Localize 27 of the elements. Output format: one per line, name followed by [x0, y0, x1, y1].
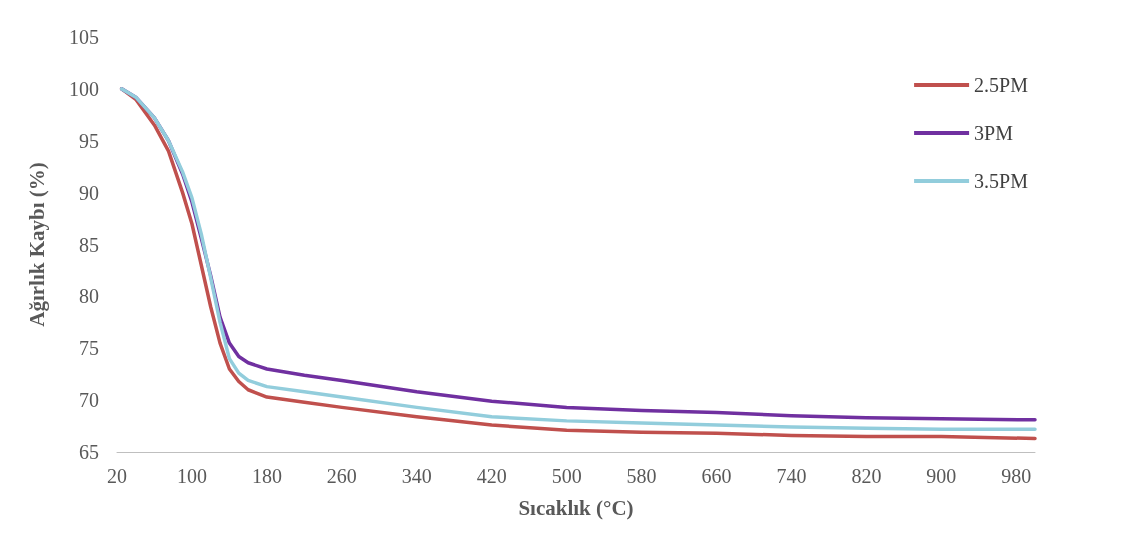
- y-tick-label: 90: [79, 181, 99, 204]
- x-tick-label: 420: [476, 465, 507, 487]
- x-tick-label: 100: [176, 465, 207, 487]
- y-tick-label: 85: [79, 233, 99, 256]
- y-tick-label: 100: [69, 77, 99, 100]
- y-tick-label: 75: [79, 337, 99, 360]
- y-tick-label: 80: [79, 285, 99, 308]
- x-tick-label: 740: [776, 465, 807, 487]
- y-axis-title: Ağırlık Kaybı (%): [24, 162, 49, 327]
- x-tick-label: 820: [851, 465, 882, 487]
- x-tick-label: 340: [401, 465, 432, 487]
- x-tick-label: 180: [251, 465, 282, 487]
- y-tick-label: 95: [79, 129, 99, 152]
- x-tick-label: 500: [551, 465, 582, 487]
- x-tick-label: 660: [701, 465, 732, 487]
- legend-label: 2.5PM: [974, 74, 1029, 96]
- y-tick-label: 105: [69, 26, 99, 48]
- legend-label: 3.5PM: [974, 170, 1029, 192]
- x-axis-title: Sıcaklık (°C): [518, 495, 634, 520]
- x-tick-label: 980: [1001, 465, 1032, 487]
- x-tick-label: 900: [926, 465, 957, 487]
- x-tick-label: 260: [326, 465, 357, 487]
- y-tick-label: 65: [79, 441, 99, 463]
- y-tick-label: 70: [79, 389, 99, 412]
- legend-label: 3PM: [974, 122, 1014, 144]
- x-tick-label: 20: [107, 465, 127, 487]
- x-tick-label: 580: [626, 465, 657, 487]
